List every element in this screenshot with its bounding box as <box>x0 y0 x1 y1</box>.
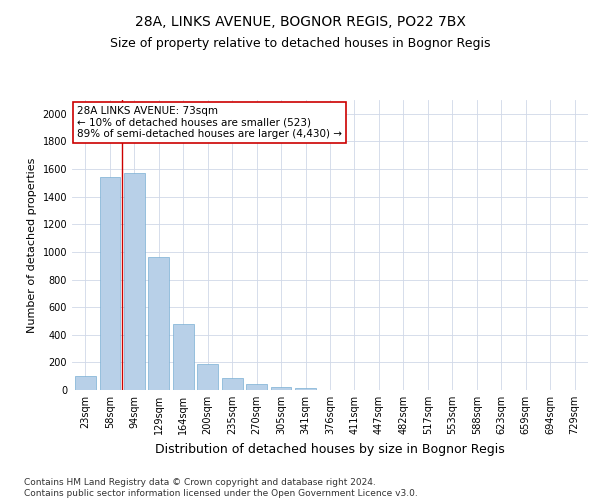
Bar <box>197 364 218 390</box>
Bar <box>75 376 96 390</box>
Bar <box>124 173 145 390</box>
Bar <box>246 384 267 390</box>
Text: Size of property relative to detached houses in Bognor Regis: Size of property relative to detached ho… <box>110 38 490 51</box>
Text: Contains HM Land Registry data © Crown copyright and database right 2024.
Contai: Contains HM Land Registry data © Crown c… <box>24 478 418 498</box>
Bar <box>173 324 194 390</box>
Bar <box>295 388 316 390</box>
Text: 28A, LINKS AVENUE, BOGNOR REGIS, PO22 7BX: 28A, LINKS AVENUE, BOGNOR REGIS, PO22 7B… <box>134 15 466 29</box>
Y-axis label: Number of detached properties: Number of detached properties <box>27 158 37 332</box>
Text: 28A LINKS AVENUE: 73sqm
← 10% of detached houses are smaller (523)
89% of semi-d: 28A LINKS AVENUE: 73sqm ← 10% of detache… <box>77 106 342 139</box>
Bar <box>222 378 242 390</box>
Bar <box>148 258 169 390</box>
Bar <box>271 386 292 390</box>
Bar <box>100 178 120 390</box>
X-axis label: Distribution of detached houses by size in Bognor Regis: Distribution of detached houses by size … <box>155 442 505 456</box>
